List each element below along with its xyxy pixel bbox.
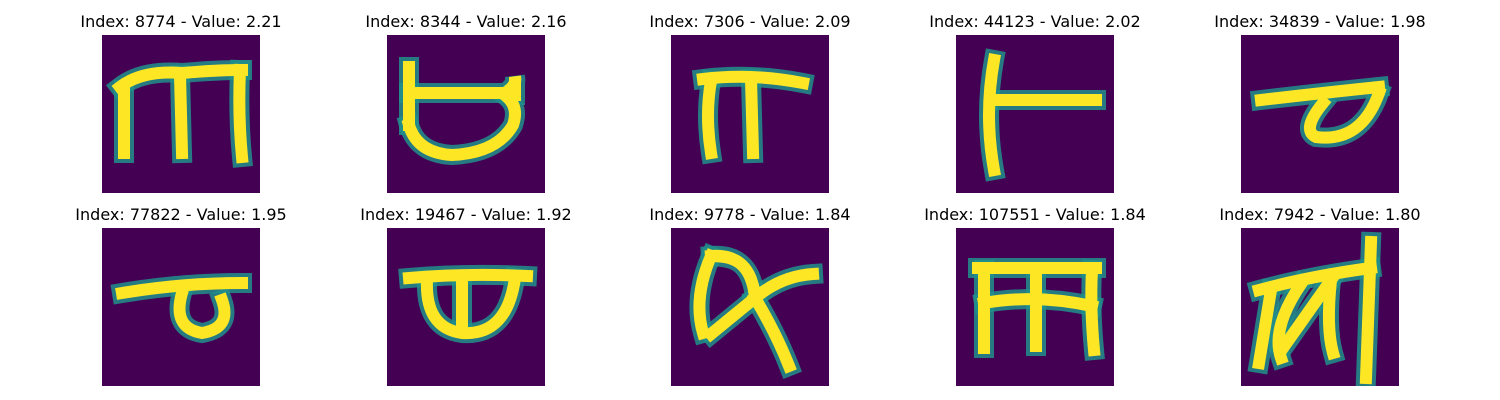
glyph-m-shape (105, 59, 253, 168)
tile-image (387, 35, 545, 193)
tile-image (671, 35, 829, 193)
glyph-stroke (746, 289, 797, 374)
glyph-bowl-shape (398, 264, 538, 344)
glyph-leaf-shape (1249, 76, 1392, 148)
glyph-stroke (1274, 271, 1340, 357)
glyph-stroke (702, 74, 718, 160)
glyph-flag-shape (110, 272, 253, 344)
glyph-stroke (401, 88, 521, 162)
glyph-stroke (1359, 235, 1378, 385)
tile-image (671, 228, 829, 386)
tile-title: Index: 7306 - Value: 2.09 (649, 12, 851, 31)
glyph-stroke (115, 276, 249, 300)
glyph-stroke (1252, 283, 1278, 370)
tile-title: Index: 34839 - Value: 1.98 (1214, 12, 1426, 31)
glyph-m-block-shape (968, 258, 1106, 361)
glyph-stroke (983, 53, 1001, 177)
glyph-pi-shape (691, 66, 815, 165)
glyph-ka-shape (1246, 231, 1383, 386)
tile-title: Index: 9778 - Value: 1.84 (649, 205, 851, 224)
tile-title: Index: 77822 - Value: 1.95 (75, 205, 287, 224)
tile-title: Index: 107551 - Value: 1.84 (924, 205, 1146, 224)
glyph-stroke (173, 285, 231, 340)
tile-image (956, 35, 1114, 193)
glyph-stroke (1303, 85, 1387, 144)
glyph-stroke (1322, 273, 1341, 361)
glyph-stroke (233, 63, 249, 164)
tile-title: Index: 19467 - Value: 1.92 (360, 205, 572, 224)
tile-image (102, 35, 260, 193)
tile-title: Index: 7942 - Value: 1.80 (1219, 205, 1421, 224)
glyph-kappa-shape (689, 242, 824, 379)
tile-image (1241, 35, 1399, 193)
tile-image (102, 228, 260, 386)
glyph-stroke (744, 72, 760, 160)
tile-image (1241, 228, 1399, 386)
tile-title: Index: 8774 - Value: 2.21 (80, 12, 282, 31)
glyph-t-shape (979, 48, 1106, 182)
glyph-stroke (977, 293, 1100, 314)
glyph-stroke (746, 267, 820, 307)
tile-image (387, 228, 545, 386)
glyph-cup-shape (396, 57, 526, 166)
glyph-stroke (693, 248, 719, 341)
tile-image (956, 228, 1114, 386)
tile-title: Index: 44123 - Value: 2.02 (929, 12, 1141, 31)
glyph-stroke (173, 68, 189, 160)
glyph-stroke (1254, 80, 1386, 107)
tile-title: Index: 8344 - Value: 2.16 (365, 12, 567, 31)
